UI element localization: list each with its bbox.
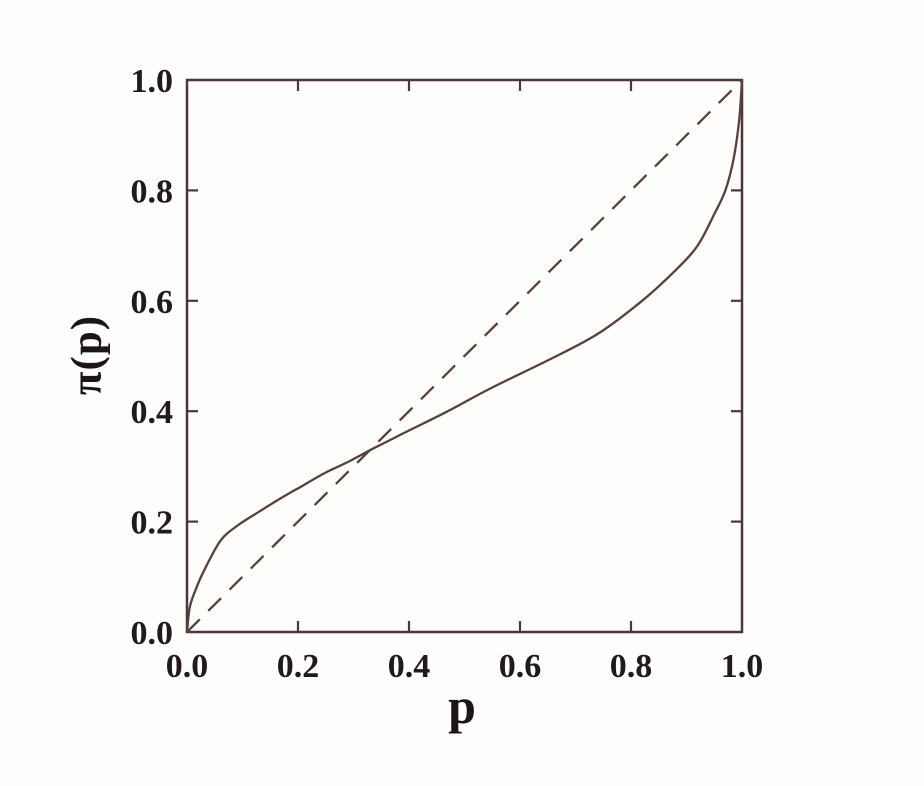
y-tick-label: 0.6 [131,284,174,321]
y-axis-label: π(p) [63,314,111,396]
x-axis-label: p [448,678,476,734]
y-tick-label: 1.0 [131,63,174,100]
x-tick-label: 0.2 [277,648,320,685]
y-tick-label: 0.0 [131,615,174,652]
probability-weighting-curve [185,78,744,634]
plot-frame [185,78,744,634]
x-tick-label: 1.0 [721,648,764,685]
identity-diagonal [186,79,743,633]
x-tick-label: 0.6 [499,648,542,685]
y-tick-label: 0.2 [131,505,174,542]
x-tick-label: 0.8 [610,648,653,685]
x-tick-label: 0.4 [388,648,431,685]
x-tick-label: 0.0 [166,648,209,685]
y-tick-label: 0.4 [131,394,174,431]
y-tick-label: 0.8 [131,173,174,210]
